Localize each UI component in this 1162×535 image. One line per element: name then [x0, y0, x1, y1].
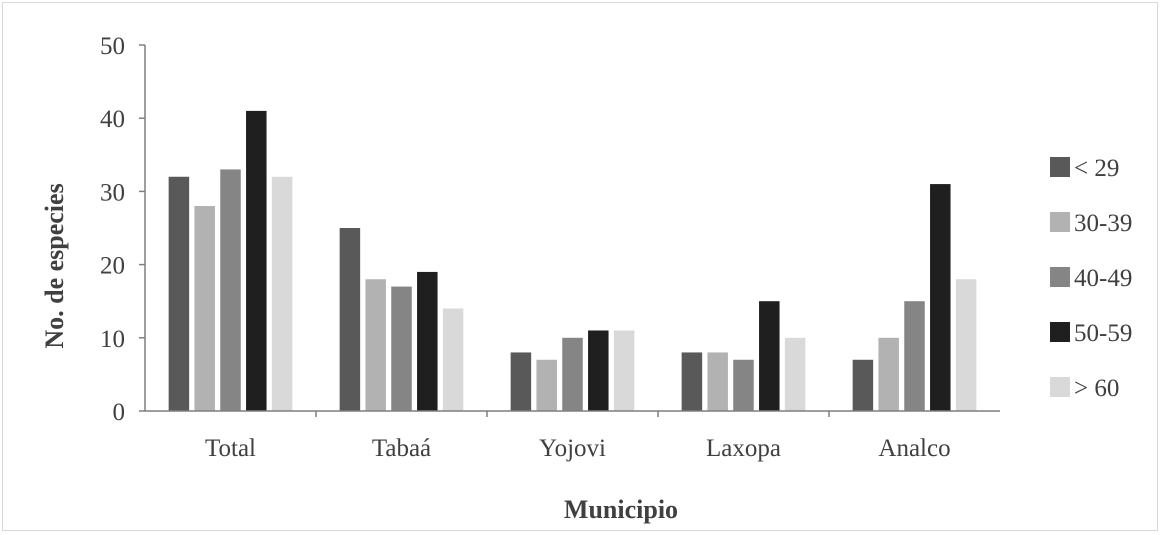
y-axis-ticks: 0 10 20 30 40 50	[100, 33, 145, 426]
bar-taba-series-3	[391, 286, 412, 411]
bar-taba-series-2	[365, 279, 386, 411]
bar-yojovi-series-3	[562, 337, 583, 411]
y-axis-title: No. de especies	[40, 183, 69, 348]
bar-taba-series-5	[442, 308, 464, 411]
bar-laxopa-series-2	[707, 352, 728, 411]
x-axis-title: Municipio	[564, 495, 678, 524]
bar-analco-series-2	[878, 337, 899, 411]
bar-laxopa-series-5	[784, 337, 806, 411]
y-tick-label: 10	[100, 326, 125, 353]
bars	[168, 110, 977, 411]
bar-analco-series-5	[955, 279, 977, 411]
bar-taba-series-1	[339, 228, 361, 411]
bar-total-series-3	[220, 169, 241, 411]
bar-yojovi-series-4	[588, 330, 609, 411]
bar-total-series-4	[246, 110, 267, 411]
x-tick-label: Laxopa	[706, 435, 781, 462]
legend-label: 30-39	[1074, 210, 1132, 237]
legend-swatch	[1050, 377, 1070, 397]
legend-swatch	[1050, 157, 1070, 177]
x-tick-label: Yojovi	[539, 435, 606, 462]
bar-analco-series-4	[930, 184, 951, 411]
legend-label: 50-59	[1074, 320, 1132, 347]
legend-label: > 60	[1074, 375, 1119, 402]
bar-yojovi-series-5	[613, 330, 635, 411]
bar-analco-series-3	[904, 301, 925, 411]
y-tick-label: 40	[100, 106, 125, 133]
y-tick-label: 30	[100, 179, 125, 206]
legend-swatch	[1050, 212, 1070, 232]
legend: < 29 30-39 40-49 50-59 > 60	[1050, 155, 1132, 402]
y-tick-label: 0	[113, 399, 126, 426]
bar-laxopa-series-3	[733, 359, 754, 411]
y-tick-label: 50	[100, 33, 125, 60]
bar-analco-series-1	[852, 359, 874, 411]
legend-swatch	[1050, 267, 1070, 287]
x-tick-label: Total	[205, 435, 256, 462]
legend-label: < 29	[1074, 155, 1119, 182]
x-axis-ticks: Total Tabaá Yojovi Laxopa Analco	[205, 411, 951, 462]
bar-laxopa-series-4	[759, 301, 780, 411]
x-tick-label: Analco	[878, 435, 950, 462]
bar-laxopa-series-1	[681, 352, 703, 411]
x-tick-label: Tabaá	[372, 435, 431, 462]
legend-swatch	[1050, 322, 1070, 342]
bar-taba-series-4	[417, 271, 438, 411]
bar-total-series-2	[194, 206, 215, 411]
bar-total-series-5	[271, 176, 293, 411]
bar-yojovi-series-1	[510, 352, 532, 411]
bar-yojovi-series-2	[536, 359, 557, 411]
bar-total-series-1	[168, 176, 190, 411]
y-tick-label: 20	[100, 253, 125, 280]
legend-label: 40-49	[1074, 265, 1132, 292]
